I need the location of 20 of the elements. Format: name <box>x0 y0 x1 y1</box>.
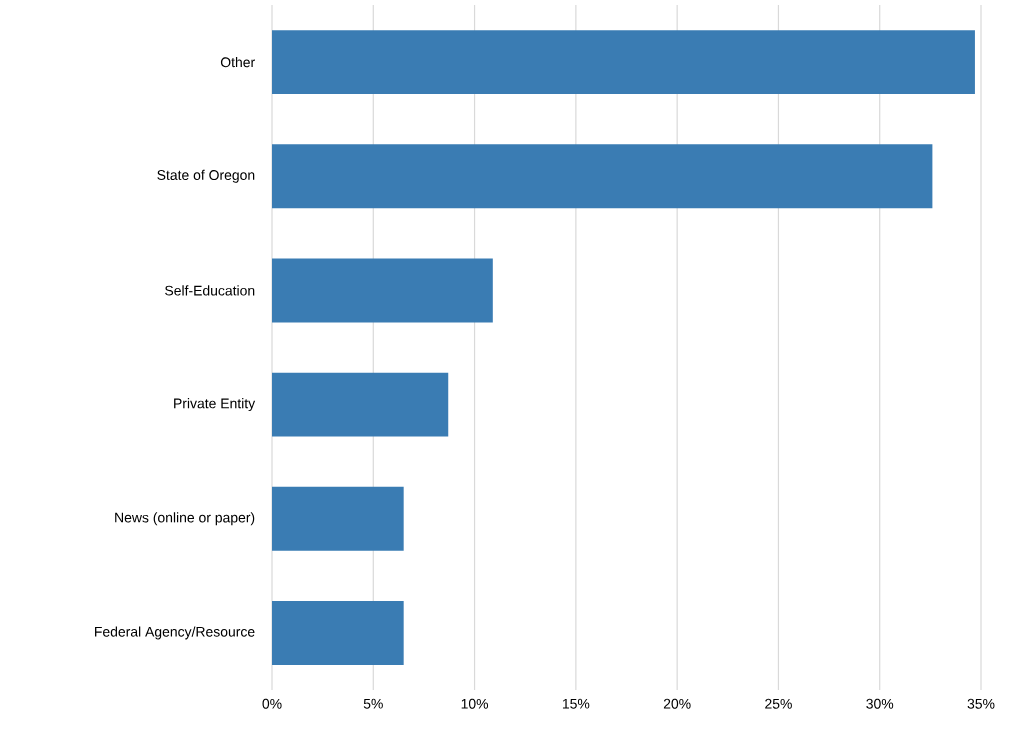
y-tick-label: Private Entity <box>174 398 256 412</box>
bar <box>272 600 404 665</box>
y-tick-label: Federal Agency/Resource <box>95 626 255 640</box>
x-tick-label: 0% <box>262 698 282 709</box>
y-tick-label: Other <box>220 56 255 68</box>
bar <box>272 372 449 437</box>
x-tick-label: 25% <box>765 698 792 709</box>
x-tick-label: 20% <box>663 698 691 709</box>
x-tick-label: 35% <box>967 698 995 709</box>
x-tick-label: 10% <box>461 698 489 709</box>
x-tick-label: 5% <box>363 698 383 709</box>
x-tick-label: 15% <box>562 698 590 709</box>
y-tick-label: News (online or paper) <box>115 512 255 526</box>
bar <box>272 30 975 95</box>
x-tick-label: 30% <box>866 698 894 709</box>
bar <box>272 258 493 323</box>
bar <box>272 144 933 209</box>
y-tick-label: Self-Education <box>165 285 255 296</box>
y-tick-label: State of Oregon <box>157 169 255 183</box>
bar <box>272 486 404 551</box>
